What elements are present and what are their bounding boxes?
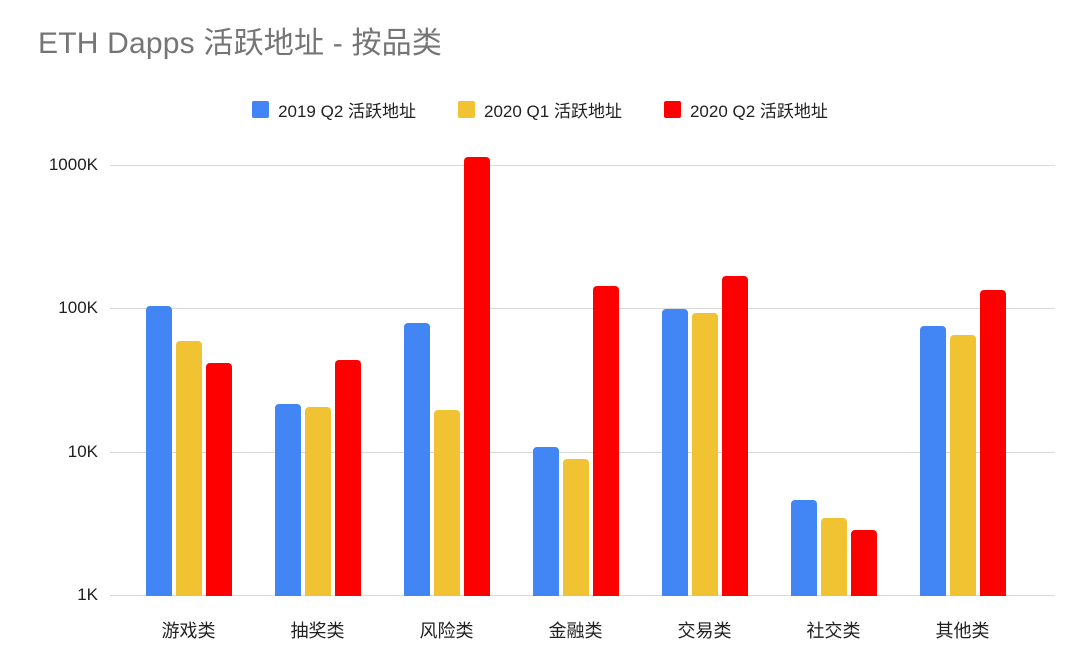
y-tick-label: 100K xyxy=(58,298,98,318)
x-category-label: 抽奖类 xyxy=(290,621,345,641)
bar xyxy=(661,309,688,596)
legend-item: 2019 Q2 活跃地址 xyxy=(252,97,416,122)
bar xyxy=(919,325,946,596)
bar xyxy=(949,335,976,596)
gridline xyxy=(110,451,1055,453)
bar-group xyxy=(640,150,769,596)
bar xyxy=(532,446,559,596)
legend-label: 2020 Q1 活跃地址 xyxy=(484,101,622,121)
bars-layer xyxy=(124,150,1027,596)
x-category-label: 社交类 xyxy=(806,621,861,641)
bar xyxy=(721,276,748,596)
bar xyxy=(403,323,430,596)
bar xyxy=(562,459,589,596)
x-category-label: 风险类 xyxy=(419,621,474,641)
bar-group xyxy=(898,150,1027,596)
bar xyxy=(691,312,718,596)
legend-swatch-icon xyxy=(458,100,476,118)
bar-group xyxy=(382,150,511,596)
bar xyxy=(274,403,301,596)
gridline xyxy=(110,165,1055,167)
y-axis-labels: 1K 10K 100K 1000K xyxy=(0,150,98,604)
legend-swatch-icon xyxy=(663,100,681,118)
y-tick-label: 1000K xyxy=(48,155,98,175)
bar xyxy=(145,306,172,596)
legend-item: 2020 Q2 活跃地址 xyxy=(663,97,828,122)
y-tick-label: 10K xyxy=(67,441,98,461)
chart-title: ETH Dapps 活跃地址 - 按品类 xyxy=(38,27,443,60)
legend-item: 2020 Q1 活跃地址 xyxy=(458,97,622,122)
x-axis-labels: 游戏类 抽奖类 风险类 金融类 交易类 社交类 其他类 xyxy=(124,617,1027,643)
legend-swatch-icon xyxy=(252,100,270,118)
bar xyxy=(433,409,460,596)
gridline xyxy=(110,308,1055,310)
bar xyxy=(979,290,1006,596)
x-category-label: 游戏类 xyxy=(161,621,216,641)
bar-group xyxy=(253,150,382,596)
bar xyxy=(592,286,619,596)
legend-label: 2020 Q2 活跃地址 xyxy=(689,101,828,121)
x-category-label: 金融类 xyxy=(548,621,603,641)
bar-group xyxy=(511,150,640,596)
bar xyxy=(205,363,232,596)
bar-group xyxy=(769,150,898,596)
bar xyxy=(850,529,877,596)
legend-label: 2019 Q2 活跃地址 xyxy=(278,101,417,121)
plot-area xyxy=(110,150,1055,596)
bar xyxy=(175,341,202,596)
x-category-label: 其他类 xyxy=(935,621,990,641)
legend: 2019 Q2 活跃地址 2020 Q1 活跃地址 2020 Q2 活跃地址 xyxy=(0,96,1080,122)
bar xyxy=(790,499,817,596)
x-category-label: 交易类 xyxy=(677,621,732,641)
y-tick-label: 1K xyxy=(77,585,98,604)
bar xyxy=(334,360,361,596)
bar-group xyxy=(124,150,253,596)
bar xyxy=(304,406,331,596)
bar xyxy=(820,518,847,596)
bar xyxy=(463,157,490,596)
